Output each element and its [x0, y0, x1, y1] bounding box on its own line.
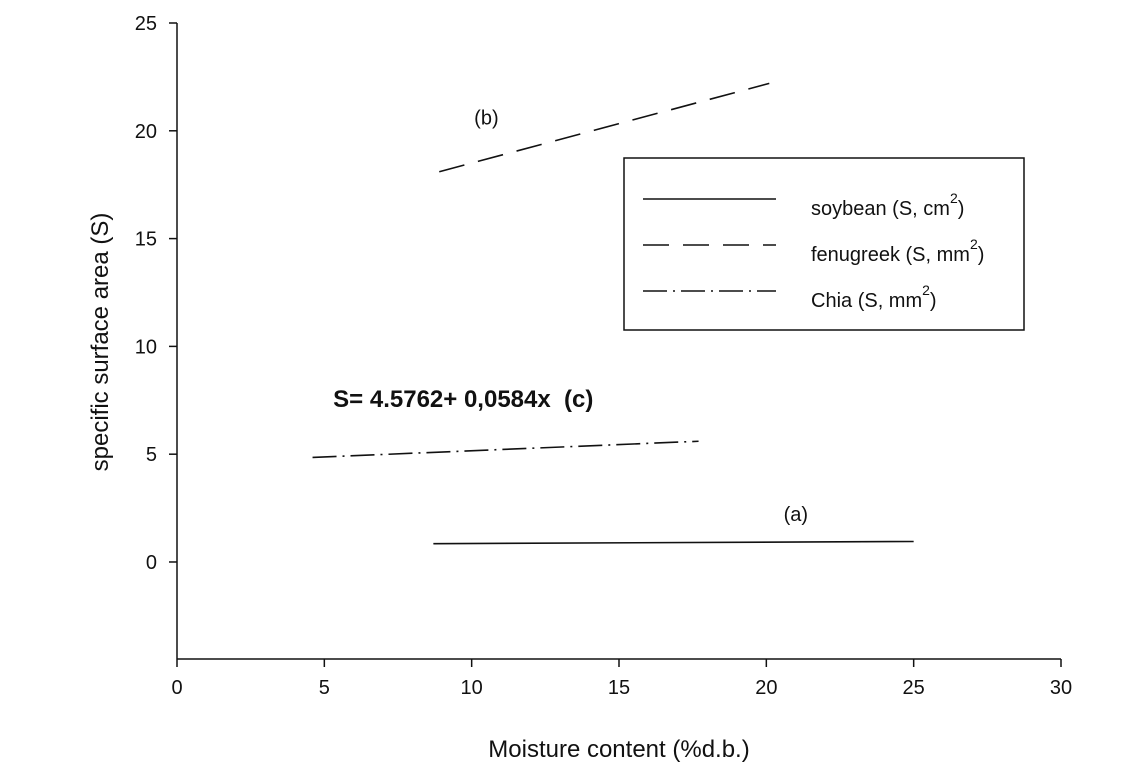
annotations: (a) (b) S= 4.5762+ 0,0584x (c) [333, 107, 808, 526]
legend-box [623, 157, 1025, 331]
legend-label: Chia (S, mm2) [811, 282, 937, 312]
annotation-label: (b) [474, 107, 498, 129]
y-tick-label: 25 [135, 13, 157, 35]
series-line [312, 440, 699, 459]
axes [176, 23, 1061, 660]
x-tick-label: 0 [171, 677, 182, 699]
y-tick-label: 15 [135, 229, 157, 251]
y-axis-title: specific surface area (S) [87, 213, 114, 472]
x-tick-label: 20 [755, 677, 777, 699]
x-tick-label: 5 [319, 677, 330, 699]
series-line [439, 82, 770, 173]
y-tick-label: 0 [146, 552, 157, 574]
y-tick-label: 20 [135, 121, 157, 143]
x-tick-label: 15 [608, 677, 630, 699]
legend-label: soybean (S, cm2) [811, 190, 964, 220]
legend-label: fenugreek (S, mm2) [811, 236, 984, 266]
x-axis-title: Moisture content (%d.b.) [488, 736, 749, 763]
y-tick-label: 10 [135, 336, 157, 358]
y-tick-label: 5 [146, 444, 157, 466]
legend: soybean (S, cm2) fenugreek (S, mm2) Chia (… [623, 157, 1025, 331]
series-line [433, 540, 914, 545]
annotation-label: (a) [784, 504, 808, 526]
x-tick-label: 10 [461, 677, 483, 699]
x-tick-label: 30 [1050, 677, 1072, 699]
axis-ticks: 0 5 10 15 20 25 30 0 5 10 15 20 25 [135, 13, 1072, 699]
equation-label: S= 4.5762+ 0,0584x (c) [333, 386, 593, 413]
series-lines [312, 82, 914, 545]
x-tick-label: 25 [903, 677, 925, 699]
